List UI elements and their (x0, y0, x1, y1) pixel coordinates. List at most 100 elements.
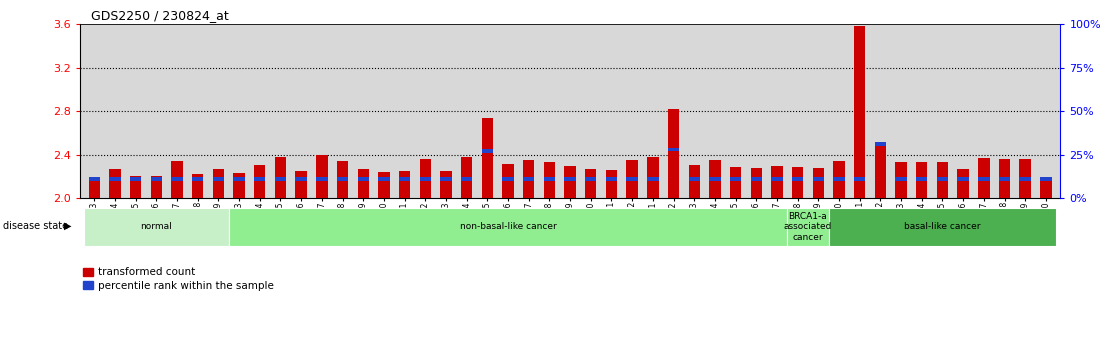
Bar (936, 162, 948, 198)
Bar (895, 177, 906, 181)
Bar (771, 177, 782, 181)
Bar (502, 164, 514, 198)
Bar (833, 177, 844, 181)
FancyBboxPatch shape (228, 208, 788, 246)
Bar (337, 177, 348, 181)
Bar (358, 177, 369, 181)
Bar (647, 177, 658, 181)
Bar (957, 169, 968, 198)
Bar (730, 177, 741, 181)
Bar (916, 177, 927, 181)
Bar (688, 165, 700, 198)
Bar (523, 160, 534, 198)
Bar (606, 170, 617, 198)
Bar (668, 148, 679, 151)
Bar (482, 118, 493, 198)
Bar (1019, 159, 1030, 198)
Bar (275, 177, 286, 181)
Bar (192, 177, 204, 181)
Text: non-basal-like cancer: non-basal-like cancer (460, 222, 556, 231)
Bar (730, 167, 741, 198)
Bar (130, 177, 142, 181)
Bar (812, 177, 824, 181)
Bar (709, 177, 720, 181)
Bar (316, 177, 328, 181)
Bar (916, 162, 927, 198)
Bar (544, 177, 555, 181)
Bar (750, 168, 762, 198)
Bar (626, 177, 638, 181)
Bar (833, 161, 844, 198)
Bar (544, 162, 555, 198)
Bar (668, 109, 679, 198)
Bar (998, 177, 1010, 181)
Bar (275, 157, 286, 198)
FancyBboxPatch shape (829, 208, 1056, 246)
Bar (440, 171, 452, 198)
Bar (440, 177, 452, 181)
Bar (874, 142, 886, 146)
Bar (151, 176, 162, 198)
Bar (110, 177, 121, 181)
Bar (172, 177, 183, 181)
Bar (564, 166, 576, 198)
Bar (234, 173, 245, 198)
Bar (110, 169, 121, 198)
Text: BRCA1-a
associated
cancer: BRCA1-a associated cancer (783, 212, 832, 242)
Bar (89, 177, 100, 181)
Bar (709, 160, 720, 198)
Bar (895, 162, 906, 198)
Bar (358, 169, 369, 198)
Bar (399, 177, 410, 181)
Bar (854, 26, 865, 198)
Bar (523, 177, 534, 181)
Bar (296, 177, 307, 181)
Bar (998, 159, 1010, 198)
Bar (172, 161, 183, 198)
Text: GDS2250 / 230824_at: GDS2250 / 230824_at (91, 9, 228, 22)
Bar (461, 177, 472, 181)
Bar (585, 177, 596, 181)
Bar (213, 177, 224, 181)
Bar (420, 159, 431, 198)
Bar (316, 155, 328, 198)
Bar (606, 177, 617, 181)
Bar (792, 177, 803, 181)
Bar (482, 149, 493, 153)
Bar (337, 161, 348, 198)
Bar (854, 177, 865, 181)
Bar (1040, 177, 1051, 181)
Bar (812, 168, 824, 198)
Legend: transformed count, percentile rank within the sample: transformed count, percentile rank withi… (83, 267, 275, 290)
Bar (502, 177, 514, 181)
Bar (626, 160, 638, 198)
Bar (213, 169, 224, 198)
Bar (585, 169, 596, 198)
Bar (978, 158, 989, 198)
Bar (130, 176, 142, 198)
FancyBboxPatch shape (84, 208, 228, 246)
Text: normal: normal (141, 222, 172, 231)
Bar (1019, 177, 1030, 181)
Bar (89, 178, 100, 198)
Bar (420, 177, 431, 181)
Bar (750, 177, 762, 181)
Bar (564, 177, 576, 181)
Text: basal-like cancer: basal-like cancer (904, 222, 981, 231)
Text: disease state: disease state (3, 221, 69, 231)
FancyBboxPatch shape (788, 208, 829, 246)
Bar (792, 167, 803, 198)
Bar (254, 165, 266, 198)
Bar (378, 172, 390, 198)
Bar (936, 177, 948, 181)
Bar (192, 175, 204, 198)
Bar (1040, 178, 1051, 198)
Text: ▶: ▶ (64, 221, 72, 231)
Bar (957, 177, 968, 181)
Bar (771, 166, 782, 198)
Bar (461, 157, 472, 198)
Bar (296, 171, 307, 198)
Bar (647, 157, 658, 198)
Bar (688, 177, 700, 181)
Bar (234, 177, 245, 181)
